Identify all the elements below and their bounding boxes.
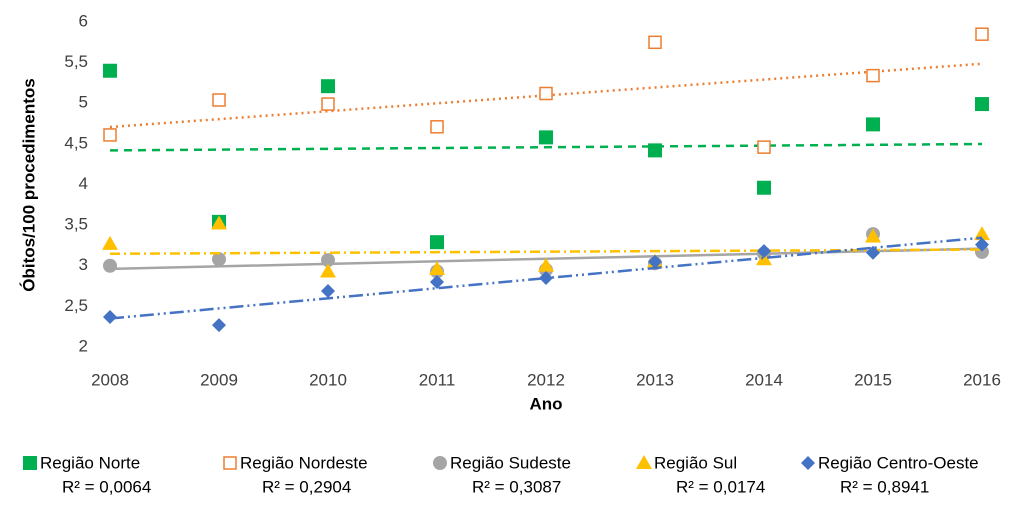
- r2-label: R² = 0,0174: [676, 477, 765, 496]
- point: [866, 68, 880, 83]
- point: [103, 258, 117, 273]
- point: [102, 235, 118, 250]
- point: [975, 97, 989, 112]
- x-tick-label: 2013: [636, 370, 674, 389]
- point: [974, 226, 990, 241]
- point: [212, 252, 226, 267]
- y-tick-label: 2: [79, 336, 88, 355]
- y-axis-title: Óbitos/100 procedimentos: [19, 78, 38, 292]
- legend-label: Região Centro-Oeste: [818, 453, 979, 472]
- legend-marker: [636, 455, 652, 469]
- point: [866, 245, 880, 260]
- x-tick-label: 2015: [854, 370, 892, 389]
- point: [866, 117, 880, 132]
- x-tick-label: 2011: [419, 370, 456, 389]
- point: [321, 79, 335, 94]
- y-tick-label: 5: [79, 93, 88, 112]
- point: [539, 270, 553, 285]
- x-tick-label: 2016: [963, 370, 1001, 389]
- point: [539, 86, 553, 101]
- y-tick-label: 3,5: [64, 215, 88, 234]
- point: [757, 140, 771, 154]
- point: [538, 257, 554, 272]
- point: [430, 235, 444, 250]
- point: [212, 93, 226, 107]
- point: [321, 253, 335, 268]
- point: [757, 180, 771, 195]
- point: [648, 35, 662, 50]
- point: [757, 244, 771, 259]
- trendline: [109, 236, 983, 320]
- point: [430, 275, 444, 289]
- x-tick-label: 2014: [745, 370, 783, 389]
- x-tick-label: 2012: [527, 370, 565, 389]
- r2-label: R² = 0,3087: [472, 477, 561, 496]
- point: [103, 128, 117, 142]
- point: [648, 143, 662, 158]
- legend-marker: [801, 456, 815, 470]
- point: [539, 130, 553, 145]
- point: [756, 251, 772, 266]
- point: [975, 27, 989, 41]
- legend-label: Região Sul: [654, 453, 737, 472]
- x-tick-label: 2010: [309, 370, 347, 389]
- y-tick-label: 4,5: [64, 133, 88, 152]
- point: [648, 254, 662, 269]
- point: [429, 261, 445, 275]
- y-tick-label: 4: [79, 174, 88, 193]
- point: [865, 228, 881, 243]
- point: [975, 237, 989, 252]
- y-tick-label: 5,5: [64, 52, 88, 71]
- point: [321, 283, 335, 298]
- x-tick-label: 2008: [91, 370, 129, 389]
- point: [103, 309, 117, 324]
- point: [103, 63, 117, 78]
- point: [320, 263, 336, 278]
- legend-marker: [223, 456, 237, 470]
- x-axis-title: Ano: [529, 394, 562, 413]
- y-tick-label: 3: [79, 255, 88, 274]
- point: [321, 97, 335, 111]
- trendline: [109, 62, 983, 129]
- x-tick-label: 2009: [200, 370, 238, 389]
- legend-label: Região Norte: [40, 453, 140, 472]
- legend-label: Região Nordeste: [240, 453, 368, 472]
- trendline: [109, 142, 983, 152]
- r2-label: R² = 0,2904: [262, 477, 351, 496]
- y-tick-label: 2,5: [64, 296, 88, 315]
- legend-marker: [433, 456, 447, 470]
- r2-label: R² = 0,0064: [62, 477, 151, 496]
- point: [430, 120, 444, 134]
- legend-marker: [23, 456, 37, 470]
- legend-label: Região Sudeste: [450, 453, 571, 472]
- r2-label: R² = 0,8941: [840, 477, 929, 496]
- point: [212, 318, 226, 333]
- y-tick-label: 6: [79, 11, 88, 30]
- point: [211, 215, 227, 230]
